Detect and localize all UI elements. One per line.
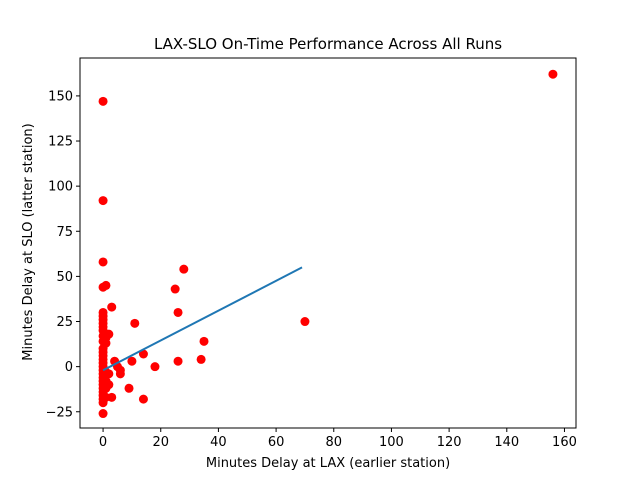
- x-tick-label: 40: [210, 435, 227, 450]
- data-point: [173, 356, 183, 366]
- data-point: [170, 284, 180, 294]
- x-tick-label: 20: [152, 435, 169, 450]
- data-point: [138, 394, 148, 404]
- chart-title: LAX-SLO On-Time Performance Across All R…: [154, 35, 502, 53]
- y-tick-label: 150: [48, 89, 73, 104]
- x-axis-label: Minutes Delay at LAX (earlier station): [206, 456, 450, 471]
- data-point: [104, 380, 114, 390]
- data-point: [107, 392, 117, 402]
- x-tick-label: 100: [379, 435, 404, 450]
- y-tick-label: 100: [48, 180, 73, 195]
- trend-line: [102, 266, 303, 372]
- y-tick-label: 75: [56, 225, 73, 240]
- data-point: [98, 196, 108, 206]
- x-tick-label: 120: [437, 435, 462, 450]
- data-point: [300, 317, 310, 327]
- data-point: [150, 362, 160, 372]
- y-axis-label: Minutes Delay at SLO (latter station): [21, 123, 36, 360]
- data-point: [115, 369, 125, 379]
- y-tick-label: 125: [48, 135, 73, 150]
- data-point: [98, 257, 108, 267]
- x-tick-label: 60: [268, 435, 285, 450]
- data-point: [173, 307, 183, 317]
- data-point: [101, 280, 111, 290]
- y-tick-label: −25: [46, 405, 73, 420]
- y-tick-label: 0: [65, 360, 73, 375]
- x-tick-label: 160: [552, 435, 577, 450]
- data-point: [130, 318, 140, 328]
- data-point: [127, 356, 137, 366]
- x-tick-label: 140: [494, 435, 519, 450]
- y-tick-label: 25: [56, 315, 73, 330]
- x-tick-label: 0: [99, 435, 107, 450]
- data-point: [179, 264, 189, 274]
- data-point: [107, 302, 117, 312]
- data-point: [138, 349, 148, 359]
- plot-area: [98, 69, 558, 419]
- x-tick-label: 80: [325, 435, 342, 450]
- y-tick-label: 50: [56, 270, 73, 285]
- data-point: [548, 69, 558, 79]
- data-point: [98, 96, 108, 106]
- axes-frame: [79, 57, 577, 429]
- data-point: [104, 329, 114, 339]
- data-point: [104, 369, 114, 379]
- data-point: [199, 336, 209, 346]
- data-point: [196, 354, 206, 364]
- data-point: [124, 383, 134, 393]
- y-axis-ticks: −25 0 25 50 75 100 125 150: [46, 89, 80, 420]
- data-point: [98, 409, 108, 419]
- x-axis-ticks: 0 20 40 60 80 100 120 140 160: [99, 428, 577, 450]
